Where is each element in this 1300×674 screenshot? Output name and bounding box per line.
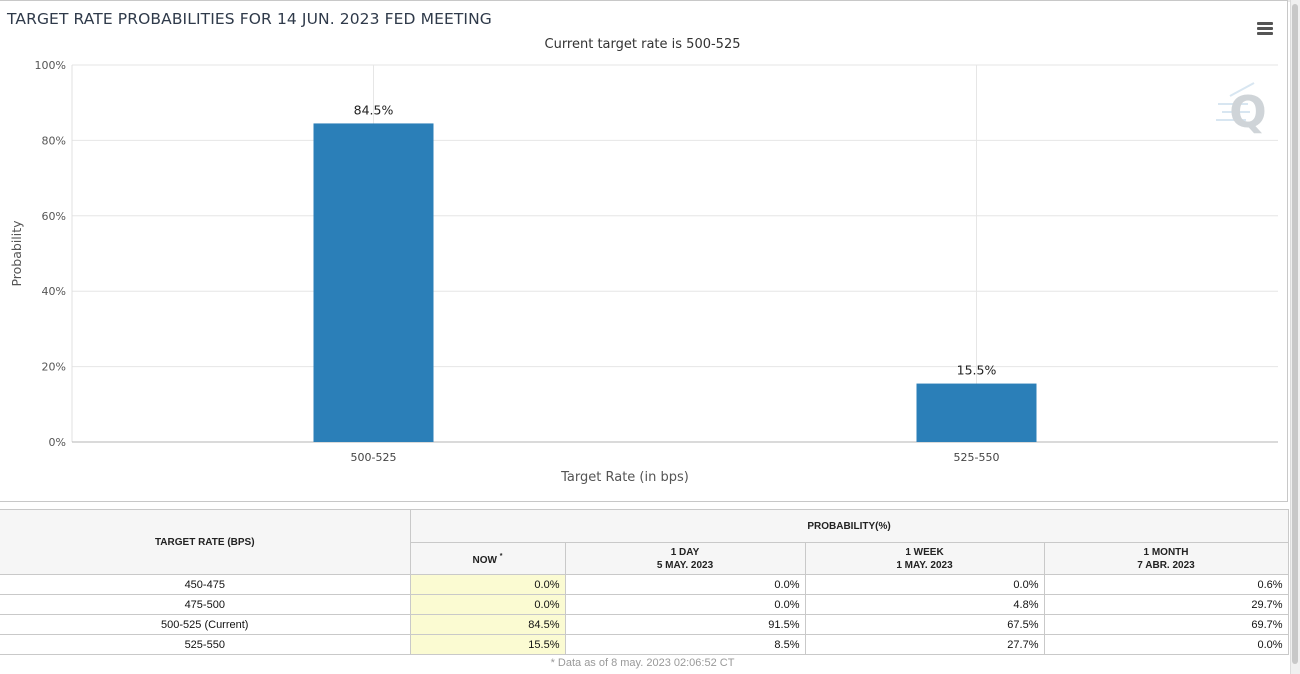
week-cell: 4.8% bbox=[804, 594, 1045, 615]
now-cell: 0.0% bbox=[409, 574, 566, 595]
watermark-stroke bbox=[1229, 82, 1255, 97]
table-row: 525-550 15.5% 8.5% 27.7% 0.0% bbox=[0, 634, 1289, 655]
menu-line bbox=[1257, 27, 1273, 30]
week-cell: 0.0% bbox=[804, 574, 1045, 595]
rate-cell: 475-500 bbox=[0, 594, 411, 615]
column-header-label: 1 MONTH bbox=[1143, 546, 1189, 558]
x-axis-title: Target Rate (in bps) bbox=[560, 470, 689, 485]
y-axis-title: Probability bbox=[9, 220, 24, 287]
now-cell: 84.5% bbox=[409, 614, 566, 635]
day-cell: 8.5% bbox=[564, 634, 806, 655]
x-tick-label: 525-550 bbox=[954, 451, 1000, 464]
chart-title: TARGET RATE PROBABILITIES FOR 14 JUN. 20… bbox=[7, 10, 492, 28]
asterisk: * bbox=[499, 553, 503, 560]
target-rate-header: TARGET RATE (BPS) bbox=[0, 509, 411, 575]
data-timestamp-footnote: * Data as of 8 may. 2023 02:06:52 CT bbox=[550, 657, 735, 669]
table-subheader-row: NOW * 1 DAY 5 MAY. 2023 1 WEEK 1 MAY. 2023… bbox=[0, 542, 1289, 575]
table-header-row: TARGET RATE (BPS) PROBABILITY(%) bbox=[0, 509, 1289, 575]
probability-table: TARGET RATE (BPS) PROBABILITY(%) NOW * 1… bbox=[0, 509, 1289, 655]
chart-subtitle: Current target rate is 500-525 bbox=[544, 37, 741, 52]
table-row: 475-500 0.0% 0.0% 4.8% 29.7% bbox=[0, 594, 1289, 615]
column-header-label: 1 WEEK bbox=[905, 546, 944, 558]
month-cell: 29.7% bbox=[1043, 594, 1289, 615]
column-header-date: 5 MAY. 2023 bbox=[656, 559, 714, 571]
month-cell: 0.6% bbox=[1043, 574, 1289, 595]
column-header-1-week: 1 WEEK 1 MAY. 2023 bbox=[804, 542, 1045, 575]
data-label: 84.5% bbox=[354, 102, 394, 117]
column-header-date: 1 MAY. 2023 bbox=[896, 559, 953, 571]
rate-cell: 525-550 bbox=[0, 634, 411, 655]
now-cell: 15.5% bbox=[409, 634, 566, 655]
rate-cell: 500-525 (Current) bbox=[0, 614, 411, 635]
y-tick-label: 100% bbox=[35, 59, 66, 72]
menu-line bbox=[1257, 22, 1273, 25]
y-tick-label: 40% bbox=[42, 285, 66, 298]
y-tick-label: 20% bbox=[42, 361, 66, 374]
month-cell: 0.0% bbox=[1043, 634, 1289, 655]
bar-500-525 bbox=[313, 123, 434, 442]
menu-line bbox=[1257, 32, 1273, 35]
day-cell: 91.5% bbox=[564, 614, 806, 635]
chart-panel: 0% 20% 40% 60% 80% 100% 84.5% 500-525 15.5% 525-5… bbox=[0, 0, 1288, 502]
data-label: 15.5% bbox=[957, 363, 997, 378]
rate-cell: 450-475 bbox=[0, 574, 411, 595]
column-header-label: NOW bbox=[472, 555, 497, 566]
day-cell: 0.0% bbox=[564, 574, 806, 595]
probability-header: PROBABILITY(%) bbox=[409, 509, 1289, 543]
column-header-now: NOW * bbox=[409, 542, 566, 575]
bar-525-550 bbox=[916, 383, 1037, 442]
week-cell: 27.7% bbox=[804, 634, 1045, 655]
column-header-label: 1 DAY bbox=[670, 546, 700, 558]
y-tick-label: 60% bbox=[42, 210, 66, 223]
table-row: 500-525 (Current) 84.5% 91.5% 67.5% 69.7… bbox=[0, 614, 1289, 635]
table-row: 450-475 0.0% 0.0% 0.0% 0.6% bbox=[0, 574, 1289, 595]
scrollbar-thumb[interactable] bbox=[1292, 4, 1298, 664]
y-tick-label: 0% bbox=[49, 436, 66, 449]
hamburger-menu-icon[interactable] bbox=[1254, 18, 1276, 40]
q-watermark-icon: Q bbox=[1216, 82, 1267, 138]
column-header-1-month: 1 MONTH 7 ABR. 2023 bbox=[1043, 542, 1289, 575]
day-cell: 0.0% bbox=[564, 594, 806, 615]
bar-chart: 0% 20% 40% 60% 80% 100% 84.5% 500-525 15.5% 525-5… bbox=[9, 59, 1278, 485]
x-tick-label: 500-525 bbox=[351, 451, 397, 464]
column-header-date: 7 ABR. 2023 bbox=[1137, 559, 1195, 571]
now-cell: 0.0% bbox=[409, 594, 566, 615]
watermark-letter: Q bbox=[1229, 87, 1266, 138]
week-cell: 67.5% bbox=[804, 614, 1045, 635]
column-header-1-day: 1 DAY 5 MAY. 2023 bbox=[564, 542, 806, 575]
month-cell: 69.7% bbox=[1043, 614, 1289, 635]
y-tick-label: 80% bbox=[42, 134, 66, 147]
